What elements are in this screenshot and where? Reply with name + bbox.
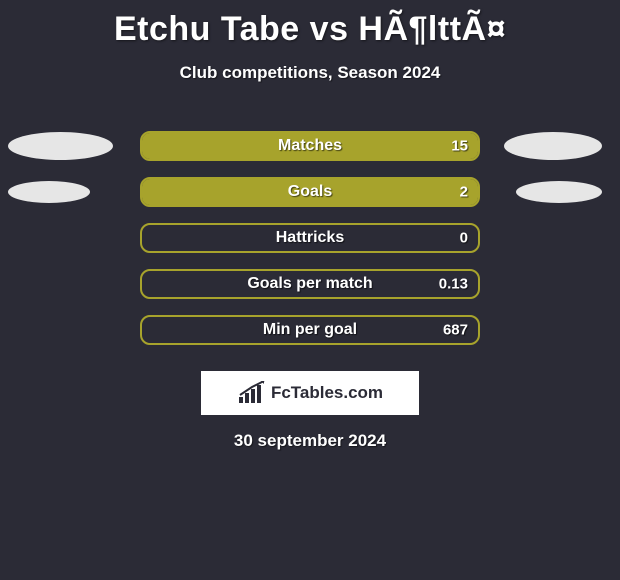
stat-row: Min per goal 687 bbox=[0, 307, 620, 353]
stat-label: Goals bbox=[142, 183, 478, 201]
stat-label: Min per goal bbox=[142, 321, 478, 339]
ellipse-left bbox=[8, 132, 113, 160]
stat-value: 2 bbox=[460, 184, 468, 201]
stat-bar: Matches 15 bbox=[140, 131, 480, 161]
stat-bar: Goals per match 0.13 bbox=[140, 269, 480, 299]
stat-bar: Min per goal 687 bbox=[140, 315, 480, 345]
stat-row: Matches 15 bbox=[0, 123, 620, 169]
comparison-title: Etchu Tabe vs HÃ¶lttÃ¤ bbox=[0, 0, 620, 49]
stat-rows: Matches 15 Goals 2 Hattricks 0 Goals per… bbox=[0, 123, 620, 353]
stat-value: 0.13 bbox=[439, 276, 468, 293]
stat-bar: Goals 2 bbox=[140, 177, 480, 207]
ellipse-right bbox=[516, 181, 602, 203]
stat-value: 0 bbox=[460, 230, 468, 247]
stat-label: Matches bbox=[142, 137, 478, 155]
site-logo[interactable]: FcTables.com bbox=[201, 371, 419, 415]
bars-growth-icon bbox=[237, 381, 269, 405]
stat-label: Hattricks bbox=[142, 229, 478, 247]
stat-value: 15 bbox=[451, 138, 468, 155]
ellipse-right bbox=[504, 132, 602, 160]
stat-row: Hattricks 0 bbox=[0, 215, 620, 261]
stat-value: 687 bbox=[443, 322, 468, 339]
snapshot-date: 30 september 2024 bbox=[0, 431, 620, 451]
site-logo-text: FcTables.com bbox=[271, 383, 383, 403]
stat-bar: Hattricks 0 bbox=[140, 223, 480, 253]
stat-row: Goals 2 bbox=[0, 169, 620, 215]
comparison-subtitle: Club competitions, Season 2024 bbox=[0, 63, 620, 83]
stat-label: Goals per match bbox=[142, 275, 478, 293]
stat-row: Goals per match 0.13 bbox=[0, 261, 620, 307]
ellipse-left bbox=[8, 181, 90, 203]
